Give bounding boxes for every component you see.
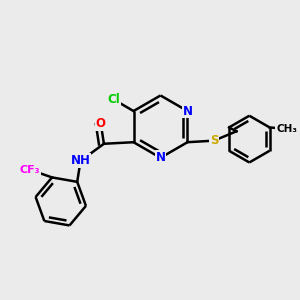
Text: CH₃: CH₃ [276, 124, 297, 134]
Text: N: N [155, 151, 166, 164]
Text: CF₃: CF₃ [19, 165, 40, 175]
Text: Cl: Cl [107, 93, 120, 106]
Text: N: N [182, 104, 193, 118]
Text: NH: NH [70, 154, 91, 167]
Text: S: S [210, 134, 218, 147]
Text: O: O [96, 117, 106, 130]
